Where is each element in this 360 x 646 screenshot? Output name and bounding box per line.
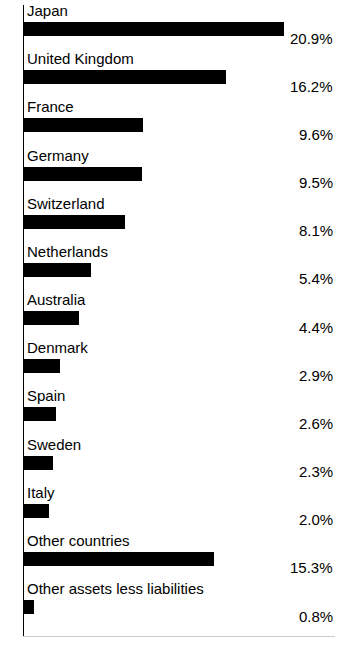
svg-text:9.5%: 9.5%: [299, 174, 333, 191]
svg-text:0.8%: 0.8%: [299, 608, 333, 625]
svg-text:Netherlands: Netherlands: [27, 243, 108, 260]
svg-text:9.6%: 9.6%: [299, 126, 333, 143]
svg-text:Other countries: Other countries: [27, 532, 130, 549]
svg-text:2.0%: 2.0%: [299, 511, 333, 528]
svg-text:France: France: [27, 98, 74, 115]
svg-text:2.6%: 2.6%: [299, 415, 333, 432]
svg-text:16.2%: 16.2%: [290, 78, 333, 95]
svg-text:4.4%: 4.4%: [299, 319, 333, 336]
svg-text:Sweden: Sweden: [27, 436, 81, 453]
svg-text:Switzerland: Switzerland: [27, 195, 105, 212]
svg-text:15.3%: 15.3%: [290, 559, 333, 576]
svg-text:2.9%: 2.9%: [299, 367, 333, 384]
svg-text:Other assets less liabilities: Other assets less liabilities: [27, 580, 204, 597]
svg-text:2.3%: 2.3%: [299, 463, 333, 480]
svg-text:Germany: Germany: [27, 147, 89, 164]
svg-text:Denmark: Denmark: [27, 339, 88, 356]
svg-text:5.4%: 5.4%: [299, 270, 333, 287]
svg-text:20.9%: 20.9%: [290, 30, 333, 47]
svg-text:Spain: Spain: [27, 387, 65, 404]
svg-text:United Kingdom: United Kingdom: [27, 50, 134, 67]
svg-text:8.1%: 8.1%: [299, 222, 333, 239]
svg-text:Japan: Japan: [27, 2, 68, 19]
svg-text:Australia: Australia: [27, 291, 86, 308]
svg-text:Italy: Italy: [27, 484, 55, 501]
